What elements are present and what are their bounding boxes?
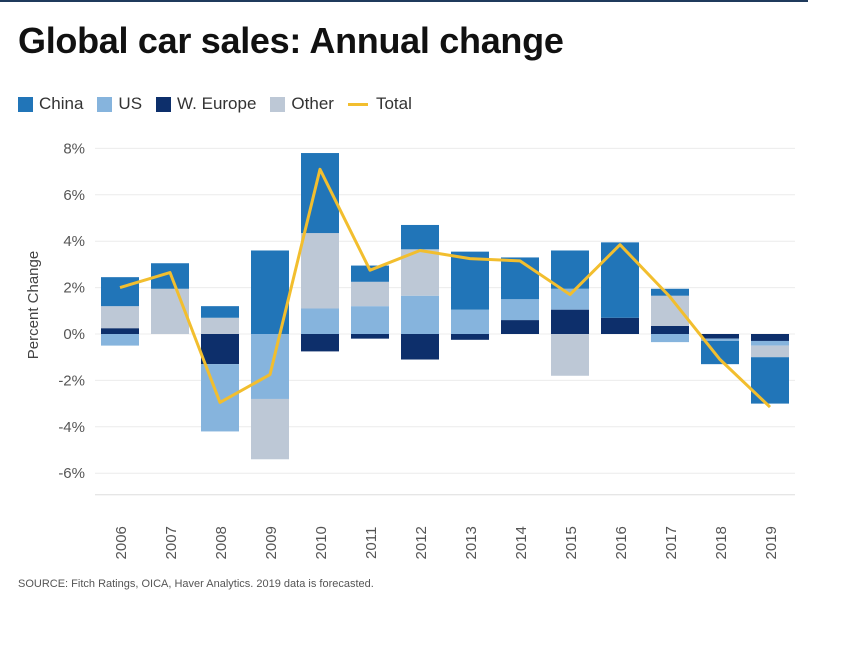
- bar-us: [501, 299, 539, 321]
- legend-swatch-total: [347, 102, 368, 106]
- bar-china: [451, 251, 489, 310]
- x-tick-label: 2013: [463, 526, 480, 559]
- bar-other: [151, 288, 189, 334]
- bar-other: [201, 317, 239, 334]
- bar-china: [401, 224, 439, 250]
- bar-china: [751, 357, 789, 404]
- bar-weurope: [751, 334, 789, 341]
- legend-label-china: China: [39, 94, 84, 113]
- legend: China US W. Europe Other Total: [18, 94, 426, 114]
- y-tick-label: -6%: [58, 465, 85, 482]
- bar-other: [251, 398, 289, 460]
- y-tick-label: 6%: [63, 187, 85, 204]
- y-tick-label: -2%: [58, 372, 85, 389]
- y-axis-title: Percent Change: [25, 251, 42, 359]
- x-tick-label: 2006: [113, 526, 130, 559]
- x-tick-label: 2012: [413, 526, 430, 559]
- y-tick-label: 4%: [63, 233, 85, 250]
- bar-weurope: [701, 334, 739, 339]
- bar-other: [101, 306, 139, 329]
- bar-other: [551, 334, 589, 376]
- legend-item-us: US: [97, 94, 142, 114]
- legend-label-weurope: W. Europe: [177, 94, 257, 113]
- total-line: [119, 167, 772, 409]
- bar-china: [651, 288, 689, 296]
- bar-weurope: [551, 309, 589, 334]
- x-tick-label: 2015: [563, 526, 580, 559]
- bar-other: [651, 295, 689, 326]
- legend-swatch-weurope: [156, 96, 172, 112]
- bar-us: [251, 334, 289, 399]
- x-tick-label: 2017: [663, 526, 680, 559]
- top-rule: [0, 0, 808, 2]
- bar-us: [101, 334, 139, 346]
- legend-label-us: US: [118, 94, 143, 113]
- x-tick-label: 2008: [213, 526, 230, 559]
- bar-us: [751, 340, 789, 346]
- x-tick-label: 2011: [363, 527, 380, 559]
- bar-weurope: [101, 328, 139, 334]
- bar-us: [651, 334, 689, 343]
- bar-weurope: [201, 334, 239, 365]
- bar-weurope: [301, 334, 339, 352]
- legend-label-total: Total: [375, 94, 412, 113]
- bar-china: [601, 242, 639, 318]
- bar-weurope: [651, 325, 689, 334]
- legend-item-other: Other: [270, 94, 334, 114]
- bar-china: [201, 306, 239, 318]
- bar-china: [501, 257, 539, 300]
- x-tick-label: 2010: [313, 526, 330, 559]
- bar-us: [451, 309, 489, 334]
- source-note: SOURCE: Fitch Ratings, OICA, Haver Analy…: [18, 578, 374, 590]
- x-tick-label: 2016: [613, 526, 630, 559]
- bar-us: [401, 295, 439, 334]
- bar-other: [301, 233, 339, 309]
- bar-weurope: [401, 334, 439, 360]
- bar-china: [351, 265, 389, 282]
- bar-us: [351, 306, 389, 334]
- bar-us: [201, 364, 239, 432]
- legend-label-other: Other: [291, 94, 334, 113]
- y-tick-label: -4%: [58, 419, 85, 436]
- y-tick-label: 2%: [63, 280, 85, 297]
- legend-swatch-china: [18, 96, 33, 112]
- y-tick-label: 8%: [63, 140, 85, 157]
- bar-other: [351, 281, 389, 307]
- bar-weurope: [351, 334, 389, 339]
- bar-weurope: [451, 334, 489, 340]
- x-tick-label: 2007: [163, 526, 180, 559]
- legend-item-total: Total: [347, 94, 412, 114]
- y-tick-label: 0%: [63, 326, 85, 343]
- x-tick-label: 2019: [763, 526, 780, 559]
- bar-us: [301, 308, 339, 334]
- x-tick-label: 2009: [263, 526, 280, 559]
- chart-title: Global car sales: Annual change: [18, 20, 564, 61]
- x-tick-label: 2014: [513, 526, 530, 559]
- legend-item-weurope: W. Europe: [156, 94, 256, 114]
- bar-weurope: [501, 320, 539, 334]
- bar-other: [751, 345, 789, 358]
- legend-item-china: China: [18, 94, 83, 114]
- legend-swatch-us: [97, 96, 113, 112]
- bar-us: [701, 338, 739, 341]
- bar-us: [551, 288, 589, 310]
- legend-swatch-other: [270, 96, 286, 112]
- x-tick-label: 2018: [713, 526, 730, 559]
- bar-weurope: [601, 317, 639, 334]
- bar-china: [101, 277, 139, 307]
